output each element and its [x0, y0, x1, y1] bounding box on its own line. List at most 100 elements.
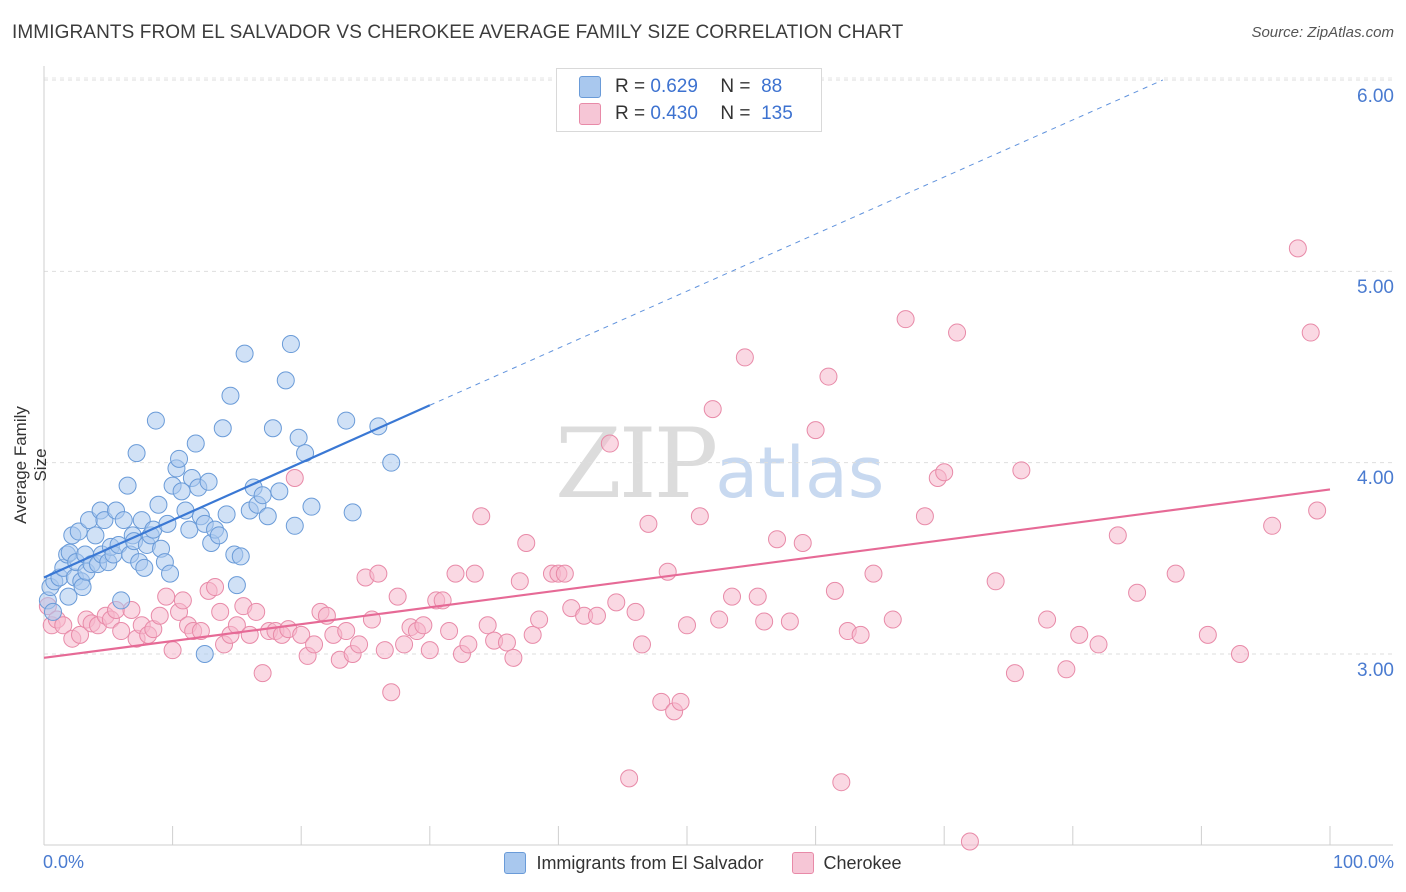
legend-n-value: 88	[761, 76, 783, 97]
cherokee-point	[626, 602, 645, 621]
legend-stats: R = 0.629 N = 88 R = 0.430 N = 135	[556, 68, 822, 132]
el-salvador-point	[69, 522, 88, 541]
cherokee-point	[986, 572, 1005, 591]
cherokee-point	[1288, 239, 1307, 258]
cherokee-point	[832, 773, 851, 792]
el-salvador-point	[217, 505, 236, 524]
cherokee-point	[382, 683, 401, 702]
el-salvador-point	[112, 591, 131, 610]
cherokee-point	[191, 622, 210, 641]
el-salvador-point	[170, 449, 189, 468]
cherokee-point	[896, 310, 915, 329]
chart-title: IMMIGRANTS FROM EL SALVADOR VS CHEROKEE …	[12, 22, 904, 43]
el-salvador-point	[127, 444, 146, 463]
el-salvador-point	[289, 428, 308, 447]
cherokee-point	[478, 616, 497, 635]
legend-swatch-blue	[504, 852, 527, 874]
cherokee-point	[793, 534, 812, 553]
cherokee-point	[517, 534, 536, 553]
cherokee-point	[112, 622, 131, 641]
watermark-atlas: atlas	[715, 432, 885, 514]
y-tick-label: 6.00	[1357, 86, 1394, 107]
cherokee-point	[1057, 660, 1076, 679]
el-salvador-point	[186, 434, 205, 453]
legend-swatch-blue	[579, 76, 601, 98]
cherokee-point	[497, 633, 516, 652]
cherokee-point	[735, 348, 754, 367]
x-axis-max-label: 100.0%	[1332, 852, 1394, 872]
cherokee-point	[206, 578, 225, 597]
cherokee-point	[1301, 323, 1320, 342]
cherokee-point	[825, 581, 844, 600]
el-salvador-point	[285, 516, 304, 535]
watermark-zip: ZIP	[555, 408, 718, 520]
cherokee-point	[780, 612, 799, 631]
el-salvador-point	[135, 558, 154, 577]
el-salvador-point	[146, 411, 165, 430]
cherokee-point	[1070, 625, 1089, 644]
cherokee-point	[211, 602, 230, 621]
cherokee-point	[375, 641, 394, 660]
cherokee-point	[337, 622, 356, 641]
cherokee-point	[465, 564, 484, 583]
el-salvador-point	[258, 507, 277, 526]
legend-series-name: Cherokee	[823, 852, 902, 873]
el-salvador-point	[281, 335, 300, 354]
cherokee-point	[240, 625, 259, 644]
legend-series-name: Immigrants from El Salvador	[536, 852, 764, 873]
cherokee-point	[395, 635, 414, 654]
el-salvador-point	[337, 411, 356, 430]
el-salvador-point	[235, 344, 254, 363]
el-salvador-point	[253, 486, 272, 505]
x-axis-min-label: 0.0%	[43, 852, 85, 872]
cherokee-point	[678, 616, 696, 635]
chart-source: Source: ZipAtlas.com	[1251, 24, 1394, 41]
cherokee-point	[510, 572, 529, 591]
cherokee-point	[1166, 564, 1185, 583]
legend-item-cherokee[interactable]: Cherokee	[791, 852, 902, 874]
cherokee-point	[1005, 664, 1024, 683]
cherokee-point	[948, 323, 967, 342]
y-tick-label: 4.00	[1357, 468, 1394, 489]
el-salvador-point	[276, 371, 295, 390]
legend-n-value: 135	[761, 103, 793, 124]
cherokee-point	[54, 616, 73, 635]
legend-n-label: N =	[720, 76, 751, 97]
el-salvador-trend-line	[43, 404, 431, 579]
cherokee-point	[632, 635, 651, 654]
el-salvador-point	[231, 547, 250, 566]
cherokee-point	[350, 635, 369, 654]
cherokee-point	[652, 692, 671, 711]
el-salvador-point	[199, 472, 218, 491]
cherokee-point	[163, 641, 182, 660]
legend-swatch-pink	[579, 103, 601, 125]
cherokee-point	[806, 421, 825, 440]
cherokee-point	[768, 530, 787, 549]
legend-n-label: N =	[720, 103, 751, 124]
cherokee-point	[420, 641, 439, 660]
el-salvador-point	[382, 453, 401, 472]
cherokee-point	[710, 610, 729, 629]
el-salvador-point	[172, 482, 191, 501]
cherokee-point	[446, 564, 465, 583]
y-axis-label: Average Family Size	[11, 406, 50, 524]
cherokee-point	[1198, 625, 1217, 644]
el-salvador-point	[263, 419, 282, 438]
legend-row-cherokee: R = 0.430 N = 135	[579, 102, 793, 126]
cherokee-point	[459, 635, 478, 654]
cherokee-point	[723, 587, 742, 606]
legend-r-label: R =	[615, 76, 646, 97]
cherokee-point	[607, 593, 626, 612]
cherokee-point	[819, 367, 838, 386]
cherokee-point	[864, 564, 883, 583]
cherokee-point	[703, 400, 722, 419]
legend-row-el-salvador: R = 0.629 N = 88	[579, 75, 782, 99]
cherokee-point	[253, 664, 272, 683]
legend-item-el-salvador[interactable]: Immigrants from El Salvador	[504, 852, 764, 874]
y-tick-label: 3.00	[1357, 660, 1394, 681]
el-salvador-point	[343, 503, 362, 522]
cherokee-point	[292, 625, 311, 644]
cherokee-point	[935, 463, 954, 482]
cherokee-point	[960, 832, 979, 851]
